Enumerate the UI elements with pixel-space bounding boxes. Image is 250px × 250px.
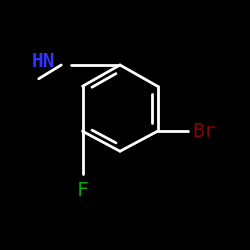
Text: HN: HN: [32, 52, 55, 71]
Text: Br: Br: [192, 122, 216, 141]
Text: F: F: [76, 181, 88, 200]
